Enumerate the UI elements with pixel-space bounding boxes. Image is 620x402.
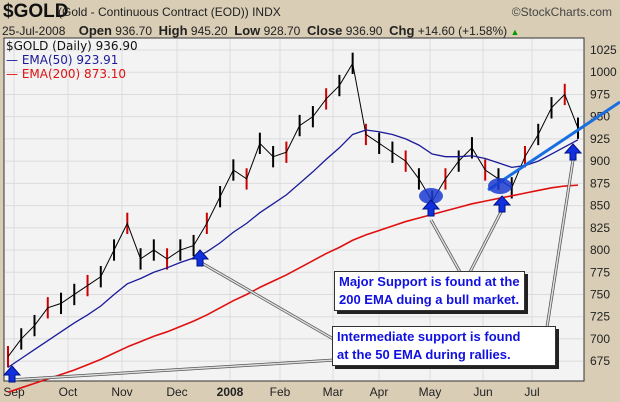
chg: +14.60 (+1.58%)	[417, 24, 508, 38]
callout-line: at the 50 EMA during rallies.	[337, 347, 511, 362]
y-tick-label: 850	[590, 199, 610, 213]
callout-pointer	[430, 219, 461, 273]
x-tick-label: Feb	[270, 385, 291, 399]
up-arrow-icon	[190, 249, 210, 267]
close-label: Close	[307, 23, 343, 38]
open: 936.70	[115, 24, 152, 38]
y-tick-label: 825	[590, 221, 610, 235]
support-highlight	[419, 188, 443, 204]
legend-ema50: — EMA(50) 923.91	[6, 53, 119, 67]
x-tick-label: Mar	[323, 385, 344, 399]
quote-line: 25-Jul-2008 Open 936.70 High 945.20 Low …	[2, 23, 519, 38]
up-arrow-icon	[492, 195, 512, 213]
up-arrow-icon	[563, 143, 583, 161]
intermediate-support-callout: Intermediate support is found at the 50 …	[332, 326, 556, 366]
low: 928.70	[263, 24, 301, 38]
x-tick-label: 2008	[217, 385, 244, 399]
legend-ema200-label: EMA(200) 873.10	[21, 67, 127, 81]
y-tick-label: 800	[590, 243, 610, 257]
low-label: Low	[234, 23, 261, 38]
open-label: Open	[78, 23, 112, 38]
y-tick-label: 900	[590, 154, 610, 168]
high: 945.20	[190, 24, 228, 38]
callout-line: Major Support is found at the	[339, 274, 520, 289]
y-tick-label: 700	[590, 332, 610, 346]
callout-pointer	[469, 209, 503, 273]
close: 936.90	[345, 24, 383, 38]
high-label: High	[158, 23, 188, 38]
callout-line: 200 EMA duing a bull market.	[339, 292, 520, 307]
y-tick-label: 725	[590, 310, 610, 324]
trend-line	[487, 100, 620, 192]
callout-pointer	[544, 159, 574, 341]
x-tick-label: May	[419, 385, 442, 399]
y-tick-label: 975	[590, 87, 610, 101]
major-support-callout: Major Support is found at the 200 EMA du…	[334, 271, 525, 311]
description: (Gold - Continuous Contract (EOD)) INDX	[58, 5, 281, 19]
date: 25-Jul-2008	[2, 24, 66, 38]
y-tick-label: 925	[590, 132, 610, 146]
y-tick-label: 675	[590, 354, 610, 368]
y-tick-label: 875	[590, 176, 610, 190]
x-tick-label: Nov	[111, 385, 132, 399]
plot-area	[3, 37, 585, 382]
up-arrow-icon	[421, 199, 441, 217]
x-tick-label: Apr	[370, 385, 389, 399]
up-arrow-icon	[2, 365, 22, 383]
x-tick-label: Dec	[166, 385, 187, 399]
callout-pointer	[9, 359, 336, 381]
chg-label: Chg	[389, 23, 415, 38]
legend-ema50-label: EMA(50) 923.91	[21, 53, 119, 67]
series-line-EMA(50)	[7, 129, 579, 368]
callout-pointer	[199, 261, 336, 341]
up-triangle-icon: ▲	[510, 27, 520, 37]
x-tick-label: Jun	[473, 385, 492, 399]
source: ©StockCharts.com	[511, 5, 612, 19]
series-line-$GOLD	[7, 61, 579, 358]
legend-price: $GOLD (Daily) 936.90	[6, 39, 138, 53]
callout-line: Intermediate support is found	[337, 329, 521, 344]
x-tick-label: Oct	[59, 385, 78, 399]
symbol: $GOLD	[3, 1, 69, 22]
x-tick-label: Jul	[524, 385, 539, 399]
y-tick-label: 1025	[590, 43, 617, 57]
y-tick-label: 750	[590, 287, 610, 301]
y-tick-label: 1000	[590, 65, 617, 79]
legend-ema200: — EMA(200) 873.10	[6, 67, 127, 81]
series-line-EMA(200)	[7, 184, 579, 394]
support-highlight	[488, 178, 512, 194]
y-tick-label: 775	[590, 265, 610, 279]
